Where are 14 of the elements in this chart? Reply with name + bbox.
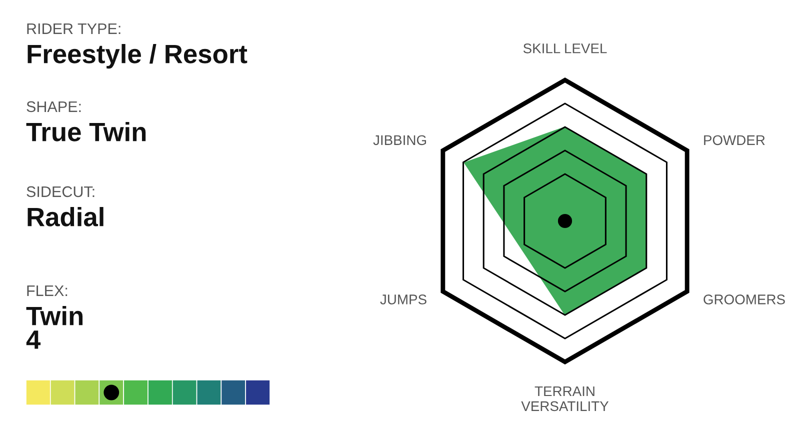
- text: RIDER TYPE:: [27, 23, 120, 34]
- text: FLEX:: [27, 285, 68, 296]
- spoke-label: JUMPS: [380, 294, 426, 304]
- text: Twin 4: [26, 306, 83, 349]
- spoke-label: TERRAIN VERSATILITY: [521, 386, 609, 412]
- text: Freestyle / Resort: [28, 44, 248, 69]
- text: True Twin: [26, 122, 146, 142]
- text: SHAPE:: [26, 101, 81, 112]
- text: SIDECUT:: [26, 186, 94, 198]
- spoke-label: SKILL LEVEL: [523, 43, 607, 54]
- spoke-label: JIBBING: [373, 135, 426, 146]
- text: Radial: [28, 207, 104, 226]
- spoke-label: POWDER: [704, 135, 765, 146]
- spoke-label: GROOMERS: [704, 294, 785, 304]
